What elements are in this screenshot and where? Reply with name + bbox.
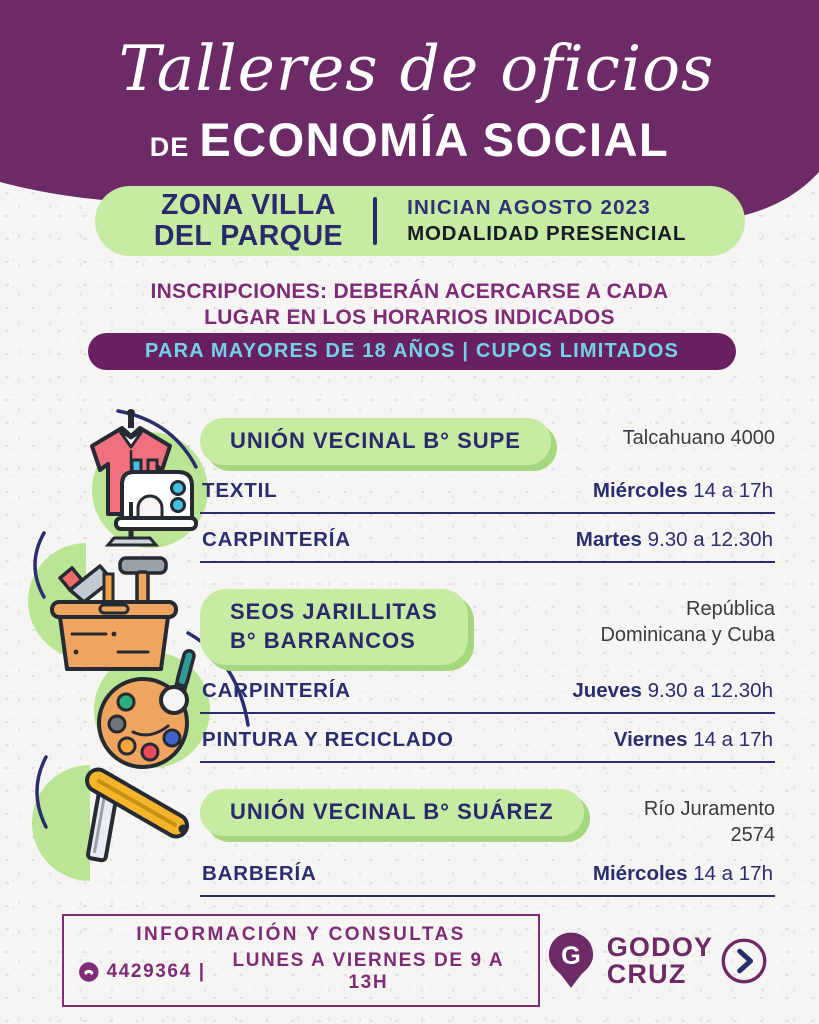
svg-text:G: G	[561, 942, 581, 970]
venue-name-line: B° BARRANCOS	[230, 628, 416, 654]
workshop-schedule: Martes 9.30 a 12.30h	[576, 528, 773, 552]
workshop-day: Miércoles	[592, 479, 688, 503]
workshop-schedule: Miércoles 14 a 17h	[593, 862, 773, 886]
address-line: 2574	[730, 824, 776, 847]
workshop-time: 9.30 a 12.30h	[647, 679, 773, 703]
toolbox-icon	[50, 556, 178, 671]
workshop-schedule: Jueves 9.30 a 12.30h	[572, 679, 773, 703]
workshop-row: CARPINTERÍA Martes 9.30 a 12.30h	[200, 514, 775, 564]
zone-info: INICIAN AGOSTO 2023 MODALIDAD PRESENCIAL	[407, 196, 686, 246]
age-restriction-bar: PARA MAYORES DE 18 AÑOS | CUPOS LIMITADO…	[88, 333, 736, 370]
info-separator: |	[198, 961, 206, 982]
address-line: Talcahuano 4000	[622, 427, 775, 449]
workshop-name: CARPINTERÍA	[202, 679, 351, 703]
paint-palette-icon	[97, 649, 196, 769]
venue-pill: UNIÓN VECINAL B° SUÁREZ	[200, 789, 584, 837]
workshop-name: PINTURA Y RECICLADO	[202, 728, 454, 752]
venue-row: SEOS JARILLITAS B° BARRANCOS República D…	[200, 589, 775, 666]
venue-name-line: UNIÓN VECINAL B° SUPE	[230, 428, 521, 453]
header-background	[0, 0, 819, 224]
workshop-day: Viernes	[613, 728, 688, 752]
age-restriction-text: PARA MAYORES DE 18 AÑOS | CUPOS LIMITADO…	[144, 340, 680, 362]
workshop-name: BARBERÍA	[202, 862, 317, 886]
venue-name-line: UNIÓN VECINAL B° SUÁREZ	[230, 799, 554, 825]
workshop-name: TEXTIL	[202, 479, 278, 503]
address-line: República	[686, 598, 775, 621]
phone-icon	[79, 962, 99, 982]
location-pin-icon: G	[548, 932, 593, 988]
venue-sections: UNIÓN VECINAL B° SUPE Talcahuano 4000 TE…	[200, 418, 775, 898]
workshop-time: 9.30 a 12.30h	[647, 528, 773, 552]
logo-line: CRUZ	[606, 958, 687, 989]
venue-row: UNIÓN VECINAL B° SUÁREZ Río Juramento 25…	[200, 789, 775, 848]
zone-divider	[373, 197, 378, 245]
title-de: DE	[149, 132, 190, 162]
workshop-row: TEXTIL Miércoles 14 a 17h	[200, 465, 775, 515]
inscriptions-line: INSCRIPCIONES: DEBERÁN ACERCARSE A CADA	[150, 280, 669, 303]
info-contact-line: 4429364 | LUNES A VIERNES DE 9 A 13H	[78, 950, 524, 994]
workshop-name: CARPINTERÍA	[202, 528, 351, 552]
footer: INFORMACIÓN Y CONSULTAS 4429364 | LUNES …	[62, 914, 768, 1007]
workshop-schedule: Viernes 14 a 17h	[614, 728, 773, 752]
workshop-row: PINTURA Y RECICLADO Viernes 14 a 17h	[200, 714, 775, 764]
venue-name-line: SEOS JARILLITAS	[230, 599, 438, 625]
workshop-time: 14 a 17h	[693, 728, 773, 752]
workshop-time: 14 a 17h	[693, 479, 773, 503]
venue-address: Río Juramento 2574	[644, 796, 775, 848]
zone-name-line: ZONA VILLA	[160, 189, 336, 222]
logo-line: GODOY	[606, 932, 714, 963]
address-line: Dominicana y Cuba	[600, 624, 775, 647]
address-line: Río Juramento	[643, 798, 775, 821]
workshop-time: 14 a 17h	[693, 862, 773, 886]
venue-pill: UNIÓN VECINAL B° SUPE	[200, 418, 551, 466]
venue-section-barrancos: SEOS JARILLITAS B° BARRANCOS República D…	[200, 589, 775, 764]
venue-address: República Dominicana y Cuba	[600, 596, 775, 648]
zone-name-line: DEL PARQUE	[153, 220, 344, 252]
phone-number: 4429364	[106, 961, 192, 982]
poster-title-script: Talleres de oficios	[118, 32, 715, 105]
inscriptions-note: INSCRIPCIONES: DEBERÁN ACERCARSE A CADA …	[0, 279, 819, 331]
workshop-day: Jueves	[572, 679, 642, 703]
info-title: INFORMACIÓN Y CONSULTAS	[136, 924, 466, 945]
info-hours: LUNES A VIERNES DE 9 A 13H	[232, 950, 505, 993]
zone-badge: ZONA VILLA DEL PARQUE INICIAN AGOSTO 202…	[95, 186, 745, 256]
workshop-day: Miércoles	[592, 862, 688, 886]
footer-info-box: INFORMACIÓN Y CONSULTAS 4429364 | LUNES …	[62, 914, 540, 1007]
workshop-day: Martes	[575, 528, 642, 552]
venue-address: Talcahuano 4000	[623, 425, 775, 451]
venue-section-supe: UNIÓN VECINAL B° SUPE Talcahuano 4000 TE…	[200, 418, 775, 564]
next-arrow-button[interactable]	[720, 937, 768, 985]
modality-text: MODALIDAD PRESENCIAL	[407, 222, 687, 245]
poster-title-main: DE ECONOMÍA SOCIAL	[0, 112, 819, 167]
venue-section-suarez: UNIÓN VECINAL B° SUÁREZ Río Juramento 25…	[200, 789, 775, 898]
godoy-cruz-logo: G GODOY CRUZ	[547, 931, 714, 991]
start-date-text: INICIAN AGOSTO 2023	[407, 196, 651, 219]
title-economia-social: ECONOMÍA SOCIAL	[199, 113, 670, 166]
workshop-row: CARPINTERÍA Jueves 9.30 a 12.30h	[200, 665, 775, 715]
zone-name: ZONA VILLA DEL PARQUE	[154, 190, 343, 252]
chevron-right-icon	[721, 938, 767, 983]
sewing-machine-icon	[90, 409, 198, 547]
logo-text: GODOY CRUZ	[606, 932, 714, 989]
inscriptions-line: LUGAR EN LOS HORARIOS INDICADOS	[204, 306, 615, 329]
razor-icon	[85, 767, 190, 863]
workshop-schedule: Miércoles 14 a 17h	[593, 479, 773, 503]
workshop-row: BARBERÍA Miércoles 14 a 17h	[200, 848, 775, 898]
venue-row: UNIÓN VECINAL B° SUPE Talcahuano 4000	[200, 418, 775, 466]
venue-pill: SEOS JARILLITAS B° BARRANCOS	[200, 589, 468, 666]
